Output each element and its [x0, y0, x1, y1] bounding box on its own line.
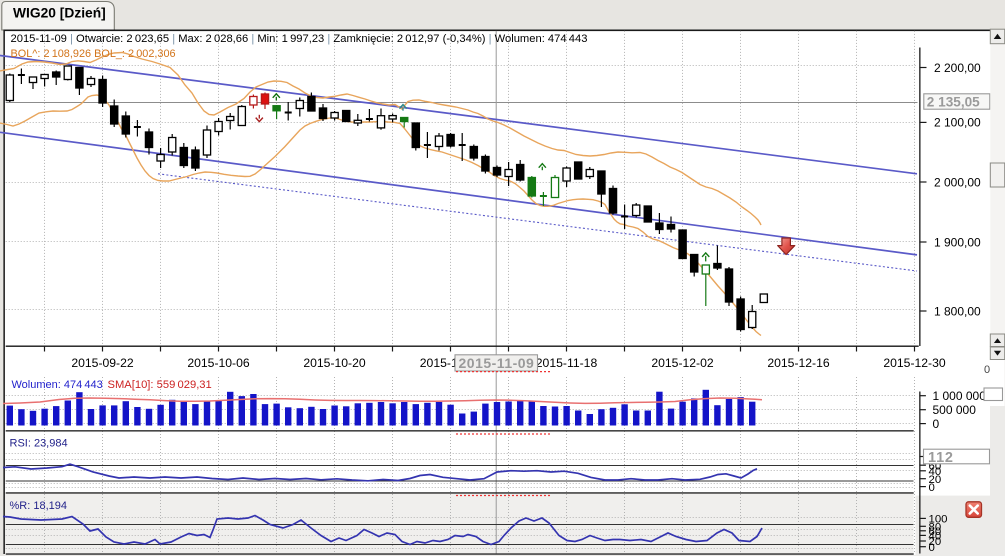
svg-text:%R: 18,194: %R: 18,194 [10, 500, 67, 512]
svg-text:60: 60 [929, 526, 942, 538]
svg-text:1 900,00: 1 900,00 [934, 235, 981, 249]
svg-text:2015-10-06: 2015-10-06 [187, 356, 250, 370]
svg-text:100: 100 [929, 514, 948, 526]
svg-text:2 100,00: 2 100,00 [934, 116, 981, 130]
svg-text:2015-12-02: 2015-12-02 [651, 356, 714, 370]
svg-text:112: 112 [928, 450, 954, 466]
svg-text:2015-09-22: 2015-09-22 [71, 356, 134, 370]
svg-text:0: 0 [929, 542, 935, 554]
svg-text:0: 0 [984, 364, 990, 376]
svg-text:RSI: 23,984: RSI: 23,984 [10, 438, 68, 450]
svg-text:2 135,05: 2 135,05 [927, 95, 980, 110]
svg-text:20: 20 [929, 536, 942, 548]
svg-text:40: 40 [929, 531, 942, 543]
svg-text:Wolumen: 474 443: Wolumen: 474 443 [12, 379, 103, 391]
svg-text:20: 20 [929, 474, 942, 486]
svg-text:2 200,00: 2 200,00 [934, 61, 981, 75]
svg-text:1 000 000: 1 000 000 [933, 389, 987, 403]
svg-text:2015-12-30: 2015-12-30 [883, 356, 946, 370]
svg-text:500 000: 500 000 [933, 403, 977, 417]
svg-text:0: 0 [933, 417, 940, 431]
svg-text:WIG20 [Dzień]: WIG20 [Dzień] [13, 5, 106, 20]
svg-text:BOL^: 2 108,926 BOL_: 2 002,3: BOL^: 2 108,926 BOL_: 2 002,306 [11, 48, 176, 60]
svg-text:0: 0 [929, 482, 935, 494]
svg-text:2015-12-16: 2015-12-16 [767, 356, 830, 370]
svg-text:40: 40 [929, 466, 942, 478]
svg-text:2015-11-09: 2015-11-09 [459, 355, 535, 371]
svg-text:SMA[10]: 559 029,31: SMA[10]: 559 029,31 [108, 379, 212, 391]
svg-text:2 000,00: 2 000,00 [934, 175, 981, 189]
svg-text:1 800,00: 1 800,00 [934, 304, 981, 318]
svg-text:2015-10-20: 2015-10-20 [303, 356, 366, 370]
svg-text:2015-11-09 | Otwarcie: 2 023,6: 2015-11-09 | Otwarcie: 2 023,65 | Max: 2… [11, 33, 588, 45]
svg-text:2015-11-18: 2015-11-18 [536, 356, 598, 370]
svg-text:80: 80 [929, 522, 942, 534]
